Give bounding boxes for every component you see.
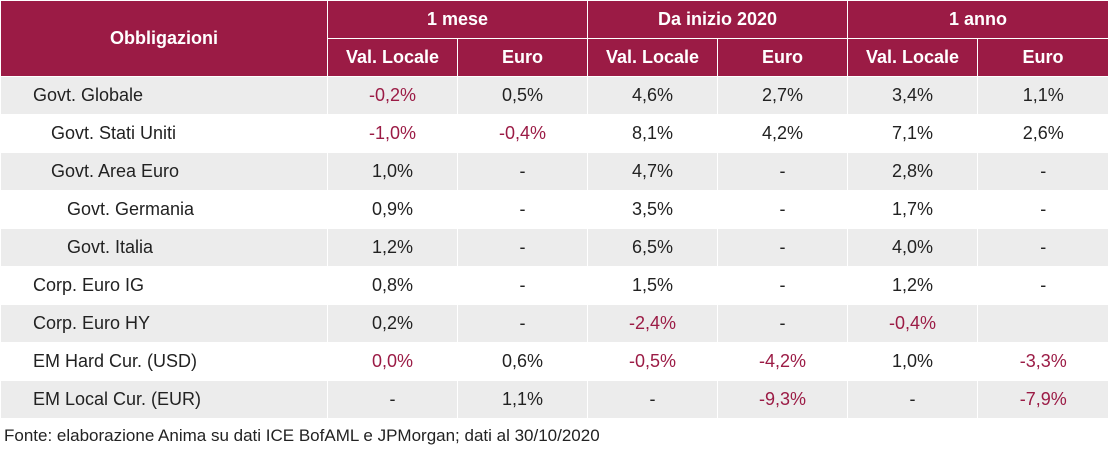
table-cell: -	[457, 152, 588, 191]
table-row: Govt. Area Euro 1,0% -4,7% -2,8% -	[0, 152, 1108, 191]
table-cell: 1,2%	[847, 266, 978, 305]
table-cell: -1,0%	[327, 114, 458, 153]
table-cell: -	[717, 152, 848, 191]
row-label: Corp. Euro HY	[0, 304, 328, 343]
table-row: Govt. Italia 1,2% -6,5% -4,0% -	[0, 228, 1108, 267]
table-cell	[976, 304, 1108, 343]
table-cell: 0,8%	[327, 266, 458, 305]
table-cell: -0,4%	[457, 114, 588, 153]
table-cell: 1,0%	[327, 152, 458, 191]
table-cell: -2,4%	[587, 304, 718, 343]
row-label: EM Local Cur. (EUR)	[0, 380, 328, 419]
table-cell: -	[587, 380, 718, 419]
table-cell: 0,9%	[327, 190, 458, 229]
table-cell: 7,1%	[847, 114, 978, 153]
table-row: Govt. Germania 0,9% -3,5% -1,7% -	[0, 190, 1108, 229]
table-cell: -	[717, 190, 848, 229]
row-label: Govt. Area Euro	[0, 152, 328, 191]
table-cell: -0,4%	[847, 304, 978, 343]
table-cell: 4,7%	[587, 152, 718, 191]
row-label: Govt. Germania	[0, 190, 328, 229]
source-footnote: Fonte: elaborazione Anima su dati ICE Bo…	[4, 426, 600, 445]
table-cell: -	[457, 304, 588, 343]
sub-header-euro: Euro	[976, 38, 1108, 77]
table-cell: -	[457, 228, 588, 267]
row-label: Govt. Italia	[0, 228, 328, 267]
table-cell: -	[457, 266, 588, 305]
row-label: Govt. Globale	[0, 76, 328, 115]
table-cell: -4,2%	[717, 342, 848, 381]
row-label: Govt. Stati Uniti	[0, 114, 328, 153]
table-cell: -	[976, 266, 1108, 305]
group-header-1-mese: 1 mese	[327, 0, 588, 39]
table-cell: 2,7%	[717, 76, 848, 115]
table-cell: -0,2%	[327, 76, 458, 115]
table-cell: 1,5%	[587, 266, 718, 305]
table-cell: 4,2%	[717, 114, 848, 153]
table-cell: 1,7%	[847, 190, 978, 229]
table-cell: 3,4%	[847, 76, 978, 115]
table-cell: 0,5%	[457, 76, 588, 115]
group-header-ytd: Da inizio 2020	[587, 0, 848, 39]
table-cell: 1,1%	[976, 76, 1108, 115]
table-row: Govt. Stati Uniti -1,0% -0,4% 8,1% 4,2% 7,1% 2…	[0, 114, 1108, 153]
table-cell: 2,8%	[847, 152, 978, 191]
sub-header-euro: Euro	[457, 38, 588, 77]
table-cell: 2,6%	[976, 114, 1108, 153]
row-label: Corp. Euro IG	[0, 266, 328, 305]
table-body: Govt. Globale -0,2% 0,5% 4,6% 2,7% 3,4% 1,1% Go…	[0, 76, 1108, 419]
table-cell: 3,5%	[587, 190, 718, 229]
sub-header-euro: Euro	[717, 38, 848, 77]
table-cell: -	[976, 190, 1108, 229]
table-cell: -0,5%	[587, 342, 718, 381]
table-header: Obbligazioni 1 mese Da inizio 2020 1 ann…	[0, 0, 1108, 77]
table-cell: -7,9%	[976, 380, 1108, 419]
table-cell: -	[717, 266, 848, 305]
row-label: EM Hard Cur. (USD)	[0, 342, 328, 381]
table-cell: 1,0%	[847, 342, 978, 381]
table-cell: -	[976, 228, 1108, 267]
table-cell: -	[457, 190, 588, 229]
table-row: Corp. Euro IG 0,8% -1,5% -1,2% -	[0, 266, 1108, 305]
group-header-1-anno: 1 anno	[846, 0, 1108, 39]
table-cell: -3,3%	[976, 342, 1108, 381]
table-cell: 0,2%	[327, 304, 458, 343]
table-cell: 4,0%	[847, 228, 978, 267]
table-row: Corp. Euro HY 0,2% - -2,4% - -0,4%	[0, 304, 1108, 343]
table-cell: -	[717, 304, 848, 343]
table-cell: 0,0%	[327, 342, 458, 381]
table-cell: 1,1%	[457, 380, 588, 419]
sub-header-val-locale: Val. Locale	[847, 38, 978, 77]
table-cell: 8,1%	[587, 114, 718, 153]
table-cell: -	[976, 152, 1108, 191]
table-row: EM Hard Cur. (USD) 0,0% 0,6% -0,5% -4,2% 1,0%…	[0, 342, 1108, 381]
table-cell: -	[717, 228, 848, 267]
table-cell: -	[327, 380, 458, 419]
sub-header-val-locale: Val. Locale	[327, 38, 458, 77]
table-cell: -9,3%	[717, 380, 848, 419]
table-cell: -	[847, 380, 978, 419]
table-row: EM Local Cur. (EUR) -1,1% - -9,3% - -7,9%	[0, 380, 1108, 419]
sub-header-val-locale: Val. Locale	[587, 38, 718, 77]
table-cell: 4,6%	[587, 76, 718, 115]
table-row: Govt. Globale -0,2% 0,5% 4,6% 2,7% 3,4% 1,1%	[0, 76, 1108, 115]
bond-returns-table: Obbligazioni 1 mese Da inizio 2020 1 ann…	[0, 0, 1108, 419]
table-cell: 0,6%	[457, 342, 588, 381]
row-label-header: Obbligazioni	[0, 0, 328, 77]
table-cell: 1,2%	[327, 228, 458, 267]
table-cell: 6,5%	[587, 228, 718, 267]
